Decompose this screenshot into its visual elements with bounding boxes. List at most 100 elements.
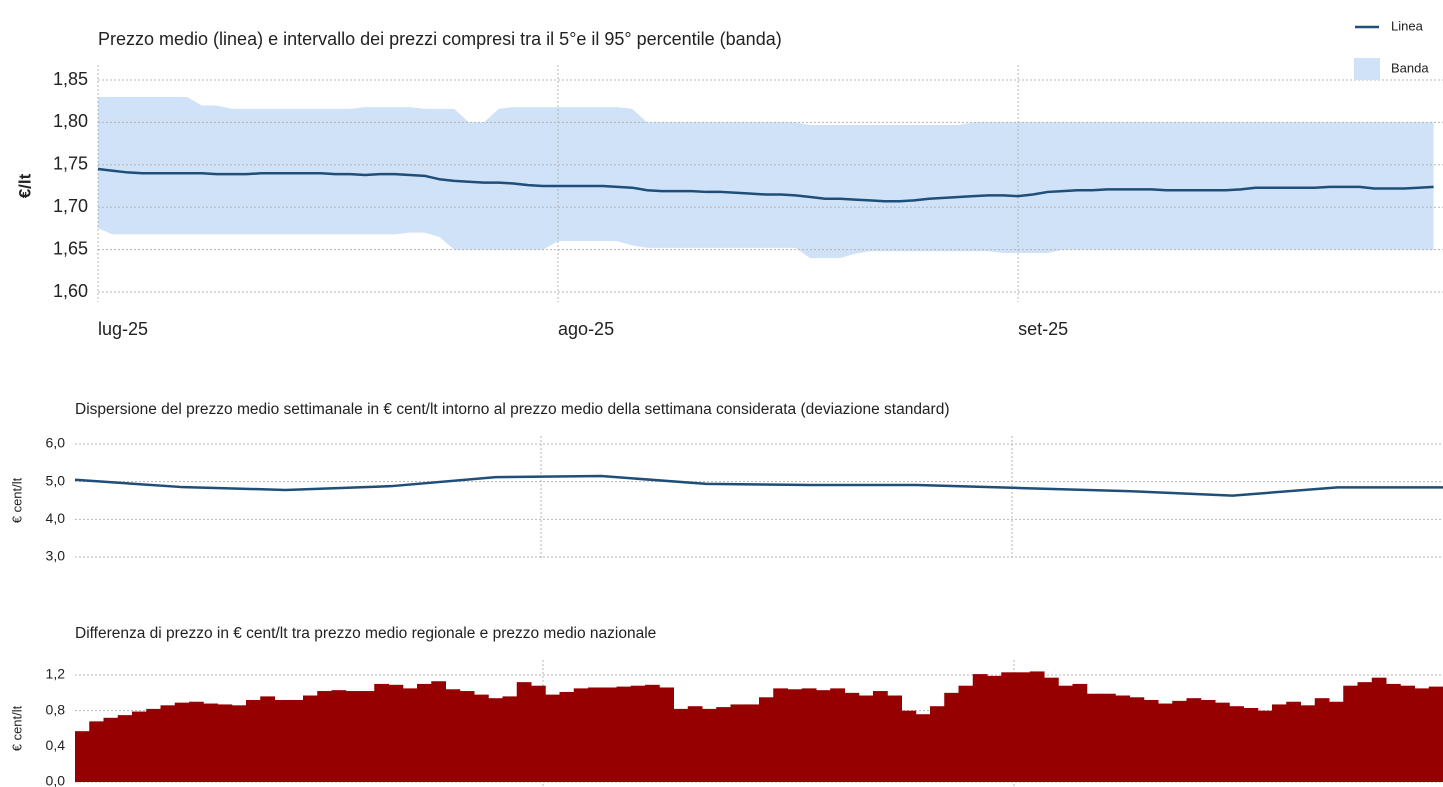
- bar: [673, 708, 689, 782]
- y-tick-label: 1,80: [53, 111, 88, 131]
- bar: [787, 689, 803, 782]
- bar: [801, 688, 817, 782]
- bar: [1257, 710, 1273, 782]
- y-tick-label: 1,70: [53, 196, 88, 216]
- bar: [203, 703, 218, 782]
- bar: [531, 685, 546, 782]
- bar: [189, 701, 204, 782]
- y-tick-label: 1,65: [53, 238, 88, 258]
- bar: [516, 682, 532, 782]
- y-tick-label: 0,4: [46, 737, 66, 753]
- chart-title: Differenza di prezzo in € cent/lt tra pr…: [75, 625, 656, 642]
- grid: [75, 443, 1443, 558]
- bar: [174, 702, 190, 782]
- bar: [1015, 672, 1031, 782]
- y-axis-label: € cent/lt: [9, 705, 24, 751]
- bar: [1101, 693, 1116, 782]
- bar: [303, 695, 318, 782]
- bar: [1172, 700, 1187, 782]
- bar: [1058, 685, 1073, 782]
- bar: [1272, 704, 1287, 782]
- legend-label: Linea: [1391, 18, 1424, 33]
- bar: [1115, 695, 1130, 782]
- chart-title: Prezzo medio (linea) e intervallo dei pr…: [98, 29, 782, 49]
- bar: [1229, 706, 1244, 782]
- bar: [374, 683, 389, 782]
- y-tick-label: 0,8: [46, 701, 66, 717]
- legend: Linea Banda: [1354, 18, 1429, 80]
- bar: [1086, 693, 1102, 782]
- bar: [1243, 707, 1259, 782]
- x-tick-label: lug-25: [98, 319, 148, 339]
- bar: [388, 684, 404, 782]
- bar: [1286, 701, 1301, 782]
- chart-panel: Differenza di prezzo in € cent/lt tra pr…: [9, 625, 1443, 787]
- bar: [231, 705, 247, 782]
- bar: [616, 686, 632, 782]
- bar: [431, 681, 446, 782]
- bar: [987, 675, 1002, 782]
- grid: [97, 65, 1443, 302]
- bar: [1215, 702, 1230, 782]
- bar: [816, 690, 831, 782]
- y-tick-label: 0,0: [46, 773, 66, 787]
- bar: [288, 699, 304, 782]
- y-tick-label: 1,60: [53, 281, 88, 301]
- bar: [972, 674, 988, 782]
- bar: [1343, 685, 1358, 782]
- bar: [559, 691, 575, 782]
- bar: [1001, 672, 1016, 782]
- bar: [687, 706, 703, 782]
- bar: [630, 685, 646, 782]
- y-tick-label: 5,0: [46, 472, 66, 488]
- bar: [830, 688, 845, 782]
- bar: [944, 692, 959, 782]
- y-tick-label: 6,0: [46, 435, 66, 451]
- bar: [89, 721, 104, 782]
- bar: [1072, 683, 1088, 782]
- bar: [588, 687, 603, 782]
- bar: [702, 708, 717, 782]
- y-tick-label: 1,75: [53, 154, 88, 174]
- bar: [1357, 682, 1373, 782]
- chart-title: Dispersione del prezzo medio settimanale…: [75, 401, 950, 418]
- bar: [75, 731, 90, 782]
- bar: [773, 688, 788, 782]
- bar: [1428, 686, 1443, 782]
- bar: [1158, 703, 1173, 782]
- legend-swatch: [1354, 58, 1380, 80]
- bar: [915, 714, 931, 782]
- x-tick-label: ago-25: [558, 319, 614, 339]
- bar: [1044, 677, 1059, 782]
- bar: [1300, 705, 1316, 782]
- bar: [417, 683, 432, 782]
- bar: [1143, 699, 1159, 782]
- legend-label: Banda: [1391, 60, 1429, 75]
- bar: [1029, 671, 1045, 782]
- y-tick-label: 1,2: [46, 666, 66, 682]
- bar: [1386, 683, 1401, 782]
- bar: [160, 705, 176, 782]
- bar: [887, 695, 902, 782]
- bar: [1186, 698, 1202, 782]
- band-area: [98, 96, 1434, 259]
- bar: [659, 687, 674, 782]
- bar: [1314, 698, 1330, 782]
- mean-line: [74, 474, 1443, 497]
- bar: [1414, 688, 1430, 782]
- bar: [488, 698, 503, 782]
- bar: [360, 691, 375, 782]
- bar: [844, 692, 860, 782]
- bar: [730, 704, 746, 782]
- bar: [117, 715, 133, 782]
- bar: [744, 704, 760, 782]
- chart-panel: Dispersione del prezzo medio settimanale…: [9, 401, 1443, 564]
- bar: [1400, 685, 1415, 782]
- bar: [930, 706, 945, 782]
- bar: [502, 696, 518, 782]
- bar: [402, 688, 418, 782]
- bar: [873, 691, 888, 782]
- bar: [573, 688, 589, 782]
- bar: [1371, 677, 1387, 782]
